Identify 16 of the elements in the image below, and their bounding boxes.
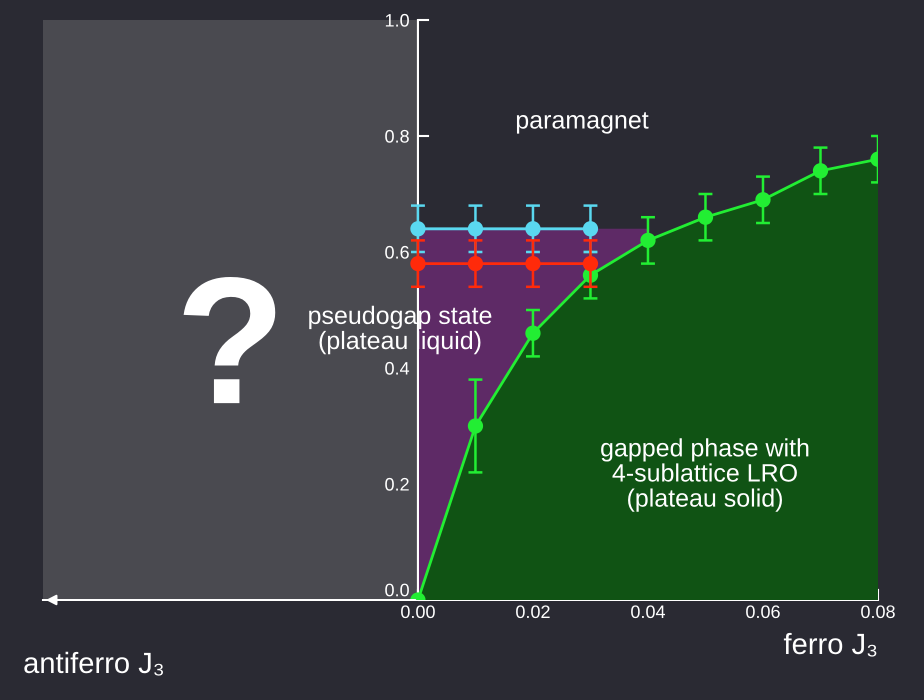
band-label: ? bbox=[184, 277, 276, 404]
y-tick-label: 0.0 bbox=[385, 584, 409, 596]
x-tick-label: 0.06 bbox=[746, 605, 780, 618]
y-tick-label: 0.8 bbox=[385, 130, 409, 143]
x-tick-label: 0.04 bbox=[631, 605, 666, 618]
text: antiferro J₃ bbox=[24, 652, 163, 676]
annotation: gapped phase with 4-sublattice LRO (plateau solid) bbox=[601, 438, 808, 512]
y-tick-label: 0.6 bbox=[385, 246, 409, 259]
x-tick-label: 0.00 bbox=[401, 605, 435, 618]
y-tick-label: 0.4 bbox=[385, 362, 410, 375]
y-tick-label: 0.2 bbox=[385, 478, 409, 491]
x-tick-label: 0.02 bbox=[516, 605, 550, 618]
annotation: paramagnet bbox=[516, 112, 649, 134]
x-tick-label: 0.08 bbox=[861, 605, 895, 618]
x-axis-title: ferro J₃ bbox=[784, 632, 876, 657]
y-tick-label: 1.0 bbox=[386, 14, 409, 27]
